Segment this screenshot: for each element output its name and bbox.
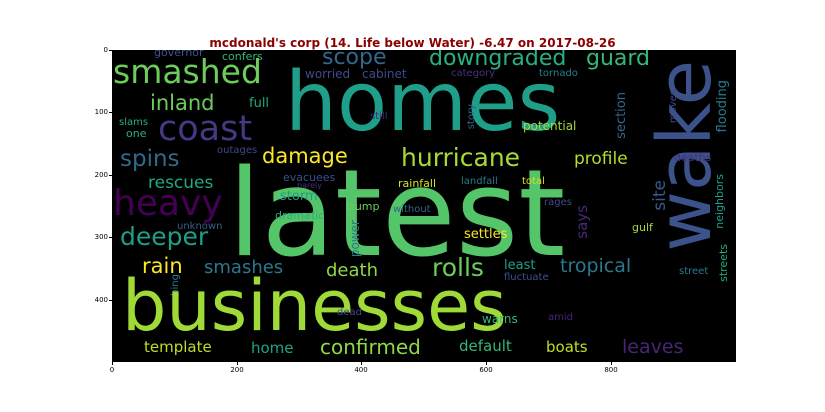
wordcloud-word: tornado [539,68,578,79]
wordcloud-word: tropical [560,255,632,277]
wordcloud-word: guard [586,50,651,71]
y-tick-mark [109,112,112,113]
wordcloud-word: trump [346,200,380,213]
y-tick-mark [109,300,112,301]
y-tick-mark [109,237,112,238]
x-tick-label: 600 [479,366,493,374]
wordcloud-word: total [522,176,545,187]
wordcloud-word: hurricane [401,143,521,172]
wordcloud-word: smashes [204,257,284,278]
wordcloud-word: worried [305,67,351,81]
wordcloud-word: site [650,180,670,211]
wordcloud-word: street [679,266,709,277]
wordcloud-word: full [249,96,270,111]
wordcloud-word: cabinet [362,67,407,81]
wordcloud-word: home [251,339,294,357]
wordcloud-word: homes [285,55,561,150]
y-tick-mark [109,175,112,176]
wordcloud-word: fluctuate [504,272,549,283]
wordcloud-word: boats [546,338,588,356]
wordcloud-word: amid [548,312,573,323]
wordcloud-word: neighbors [713,174,726,229]
wordcloud-word: latest [228,145,566,284]
wordcloud-word: streets [717,244,730,282]
wordcloud-word: rages [544,197,572,208]
wordcloud-word: category [451,68,496,79]
y-tick-label: 300 [94,233,108,241]
wordcloud-canvas: governor confers smashed homes worried s… [112,50,736,362]
wordcloud-word: unknown [177,221,223,232]
wordcloud-word: deeper [120,222,209,251]
wordcloud-word: landfall [461,176,498,187]
wordcloud-word: storm [280,189,318,204]
wordcloud-word: inland [150,91,215,115]
wordcloud-word: rain [142,254,183,278]
wordcloud-word: least [504,258,536,273]
x-tick-mark [611,362,612,365]
y-tick-label: 400 [94,296,108,304]
wordcloud-word: barely [297,181,322,190]
wordcloud-word: evacuees [283,171,336,184]
wordcloud-word: confirmed [320,335,421,359]
x-tick-mark [112,362,113,365]
x-tick-mark [361,362,362,365]
x-tick-mark [486,362,487,365]
wordcloud-word: slams [119,117,149,128]
wordcloud-word: spins [120,146,180,172]
wordcloud-word: coast [158,109,253,149]
wordcloud-word: potential [523,119,577,133]
chart-title: mcdonald's corp (14. Life below Water) -… [209,36,616,50]
wordcloud-word: rolls [432,253,484,282]
x-tick-label: 200 [230,366,244,374]
wordcloud-word: heavy [113,183,223,224]
y-tick-label: 0 [103,46,108,54]
wordcloud-word: still [370,111,388,122]
wordcloud-word: damage [262,144,348,168]
wordcloud-word: default [459,337,512,355]
y-tick-mark [109,50,112,51]
wordcloud-word: deaths [674,151,712,164]
wordcloud-word: confers [222,50,263,63]
x-tick-label: 400 [354,366,368,374]
y-tick-label: 200 [94,171,108,179]
wordcloud-word: rescues [148,173,214,193]
wordcloud-word: downgraded [429,50,567,71]
wordcloud-word: dead [337,307,362,318]
wordcloud-word: smashed [113,52,262,91]
wordcloud-word: says [573,205,591,239]
x-tick-label: 800 [604,366,618,374]
wordcloud-word: power [348,220,362,258]
wordcloud-word: gulf [632,221,653,234]
wordcloud-word: governor [154,50,204,59]
wordcloud-word: settles [464,227,508,242]
wordcloud-word: leaves [622,336,684,358]
wordcloud-word: businesses [122,265,507,347]
wordcloud-word: section [614,92,629,139]
wordcloud-word: death [326,260,378,281]
wordcloud-word: profile [574,149,628,169]
wordcloud-word: flooding [715,80,730,133]
wordcloud-word: without [393,204,431,215]
y-tick-label: 100 [94,108,108,116]
wordcloud-word: scope [322,50,387,70]
wordcloud-word: template [144,338,212,356]
wordcloud-word: one [126,127,147,140]
wordcloud-word: story [466,104,477,130]
wordcloud-word: warns [482,312,518,326]
wordcloud-word: moves [668,90,679,124]
wordcloud-word: dramatic [275,209,325,222]
x-tick-mark [237,362,238,365]
x-tick-label: 0 [109,366,115,374]
wordcloud-word: rainfall [398,177,437,190]
wordcloud-word: outages [217,145,258,156]
